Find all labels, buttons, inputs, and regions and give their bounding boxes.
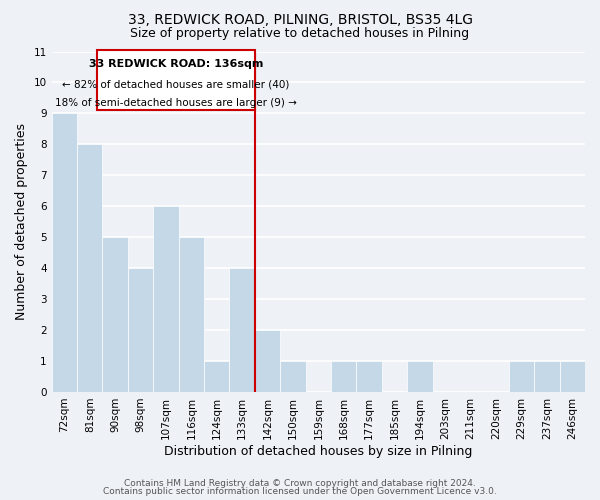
Bar — [204, 361, 229, 392]
Bar — [560, 361, 585, 392]
Text: ← 82% of detached houses are smaller (40): ← 82% of detached houses are smaller (40… — [62, 80, 290, 90]
Bar — [103, 237, 128, 392]
Text: Size of property relative to detached houses in Pilning: Size of property relative to detached ho… — [130, 28, 470, 40]
X-axis label: Distribution of detached houses by size in Pilning: Distribution of detached houses by size … — [164, 444, 473, 458]
Bar — [509, 361, 534, 392]
Bar — [52, 114, 77, 392]
Text: 18% of semi-detached houses are larger (9) →: 18% of semi-detached houses are larger (… — [55, 98, 297, 108]
Bar — [356, 361, 382, 392]
Bar — [331, 361, 356, 392]
Text: Contains HM Land Registry data © Crown copyright and database right 2024.: Contains HM Land Registry data © Crown c… — [124, 478, 476, 488]
FancyBboxPatch shape — [97, 50, 255, 110]
Bar — [153, 206, 179, 392]
Bar — [77, 144, 103, 392]
Bar — [179, 237, 204, 392]
Bar — [280, 361, 305, 392]
Bar — [407, 361, 433, 392]
Text: Contains public sector information licensed under the Open Government Licence v3: Contains public sector information licen… — [103, 487, 497, 496]
Y-axis label: Number of detached properties: Number of detached properties — [15, 123, 28, 320]
Bar — [534, 361, 560, 392]
Bar — [128, 268, 153, 392]
Text: 33 REDWICK ROAD: 136sqm: 33 REDWICK ROAD: 136sqm — [89, 59, 263, 69]
Text: 33, REDWICK ROAD, PILNING, BRISTOL, BS35 4LG: 33, REDWICK ROAD, PILNING, BRISTOL, BS35… — [128, 12, 473, 26]
Bar — [255, 330, 280, 392]
Bar — [229, 268, 255, 392]
